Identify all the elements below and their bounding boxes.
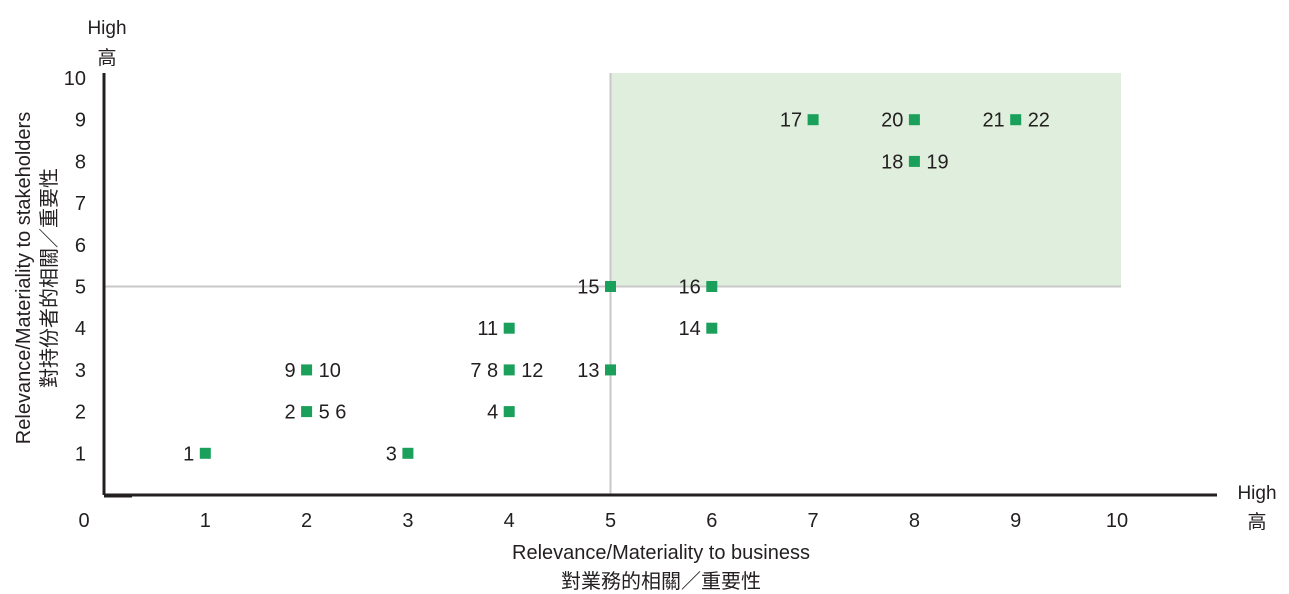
x-high-label: High [1237,483,1276,504]
data-point-label: 15 [577,277,599,299]
x-axis-title-zh: 對業務的相關／重要性 [561,570,761,593]
data-point-marker [908,155,920,167]
x-tick-label: 0 [78,510,89,532]
x-tick-label: 3 [402,510,413,532]
data-point-marker [807,114,819,126]
data-point-label: 20 [881,110,903,132]
y-tick-label: 8 [75,151,86,173]
highlight-region [610,73,1121,287]
x-high-label-zh: 高 [1247,511,1266,533]
data-point-marker [301,406,313,418]
y-high-label: High [87,18,126,39]
data-point-label: 13 [577,360,599,382]
x-tick-label: 10 [1106,510,1128,532]
data-point-label: 22 [1028,110,1050,132]
data-point-marker [503,406,515,418]
data-point-marker [402,447,414,459]
x-tick-label: 4 [504,510,515,532]
data-point-label: 14 [679,318,701,340]
data-point-label: 12 [521,360,543,382]
data-point-label: 5 6 [319,402,347,424]
data-point-label: 3 [386,443,397,465]
y-tick-label: 1 [75,443,86,465]
data-point-marker [503,364,515,376]
data-point-label: 7 8 [470,360,498,382]
y-tick-label: 7 [75,193,86,215]
y-tick-label: 6 [75,235,86,257]
data-point-label: 11 [477,318,498,340]
x-axis-title: Relevance/Materiality to business [512,542,810,564]
highlight-region-layer [610,73,1121,287]
data-point-label: 4 [487,402,498,424]
x-tick-label: 5 [605,510,616,532]
data-point-label: 9 [284,360,295,382]
data-point-label: 10 [319,360,341,382]
y-tick-label: 9 [75,110,86,132]
data-point-marker [605,281,616,292]
data-point-label: 17 [780,110,802,132]
x-tick-label: 9 [1010,510,1021,532]
y-high-label-zh: 高 [97,47,116,69]
data-point-label: 21 [982,110,1004,132]
y-tick-label: 2 [75,402,86,424]
x-tick-label: 7 [808,510,819,532]
data-point-marker [706,281,718,292]
data-point-label: 2 [284,402,295,424]
x-tick-label: 2 [301,510,312,532]
y-tick-label: 10 [64,68,86,90]
y-axis-title: Relevance/Materiality to stakeholders [13,112,35,444]
data-point-label: 1 [183,443,194,465]
data-point-marker [199,447,211,459]
y-tick-label: 3 [75,360,86,382]
x-tick-label: 8 [909,510,920,532]
data-point-marker [1010,114,1022,126]
data-point-marker [503,322,515,334]
data-point-label: 18 [881,151,903,173]
data-point-marker [908,114,920,126]
x-tick-label: 6 [706,510,717,532]
data-point-label: 16 [679,277,701,299]
data-point-label: 19 [926,151,948,173]
y-tick-label: 4 [75,318,86,340]
data-point-marker [706,322,718,334]
x-tick-label: 1 [200,510,211,532]
y-axis-title-zh: 對持份者的相關／重要性 [38,168,61,388]
axes-layer [102,73,1217,498]
data-point-marker [605,364,616,376]
data-point-marker [301,364,313,376]
y-tick-label: 5 [75,277,86,299]
